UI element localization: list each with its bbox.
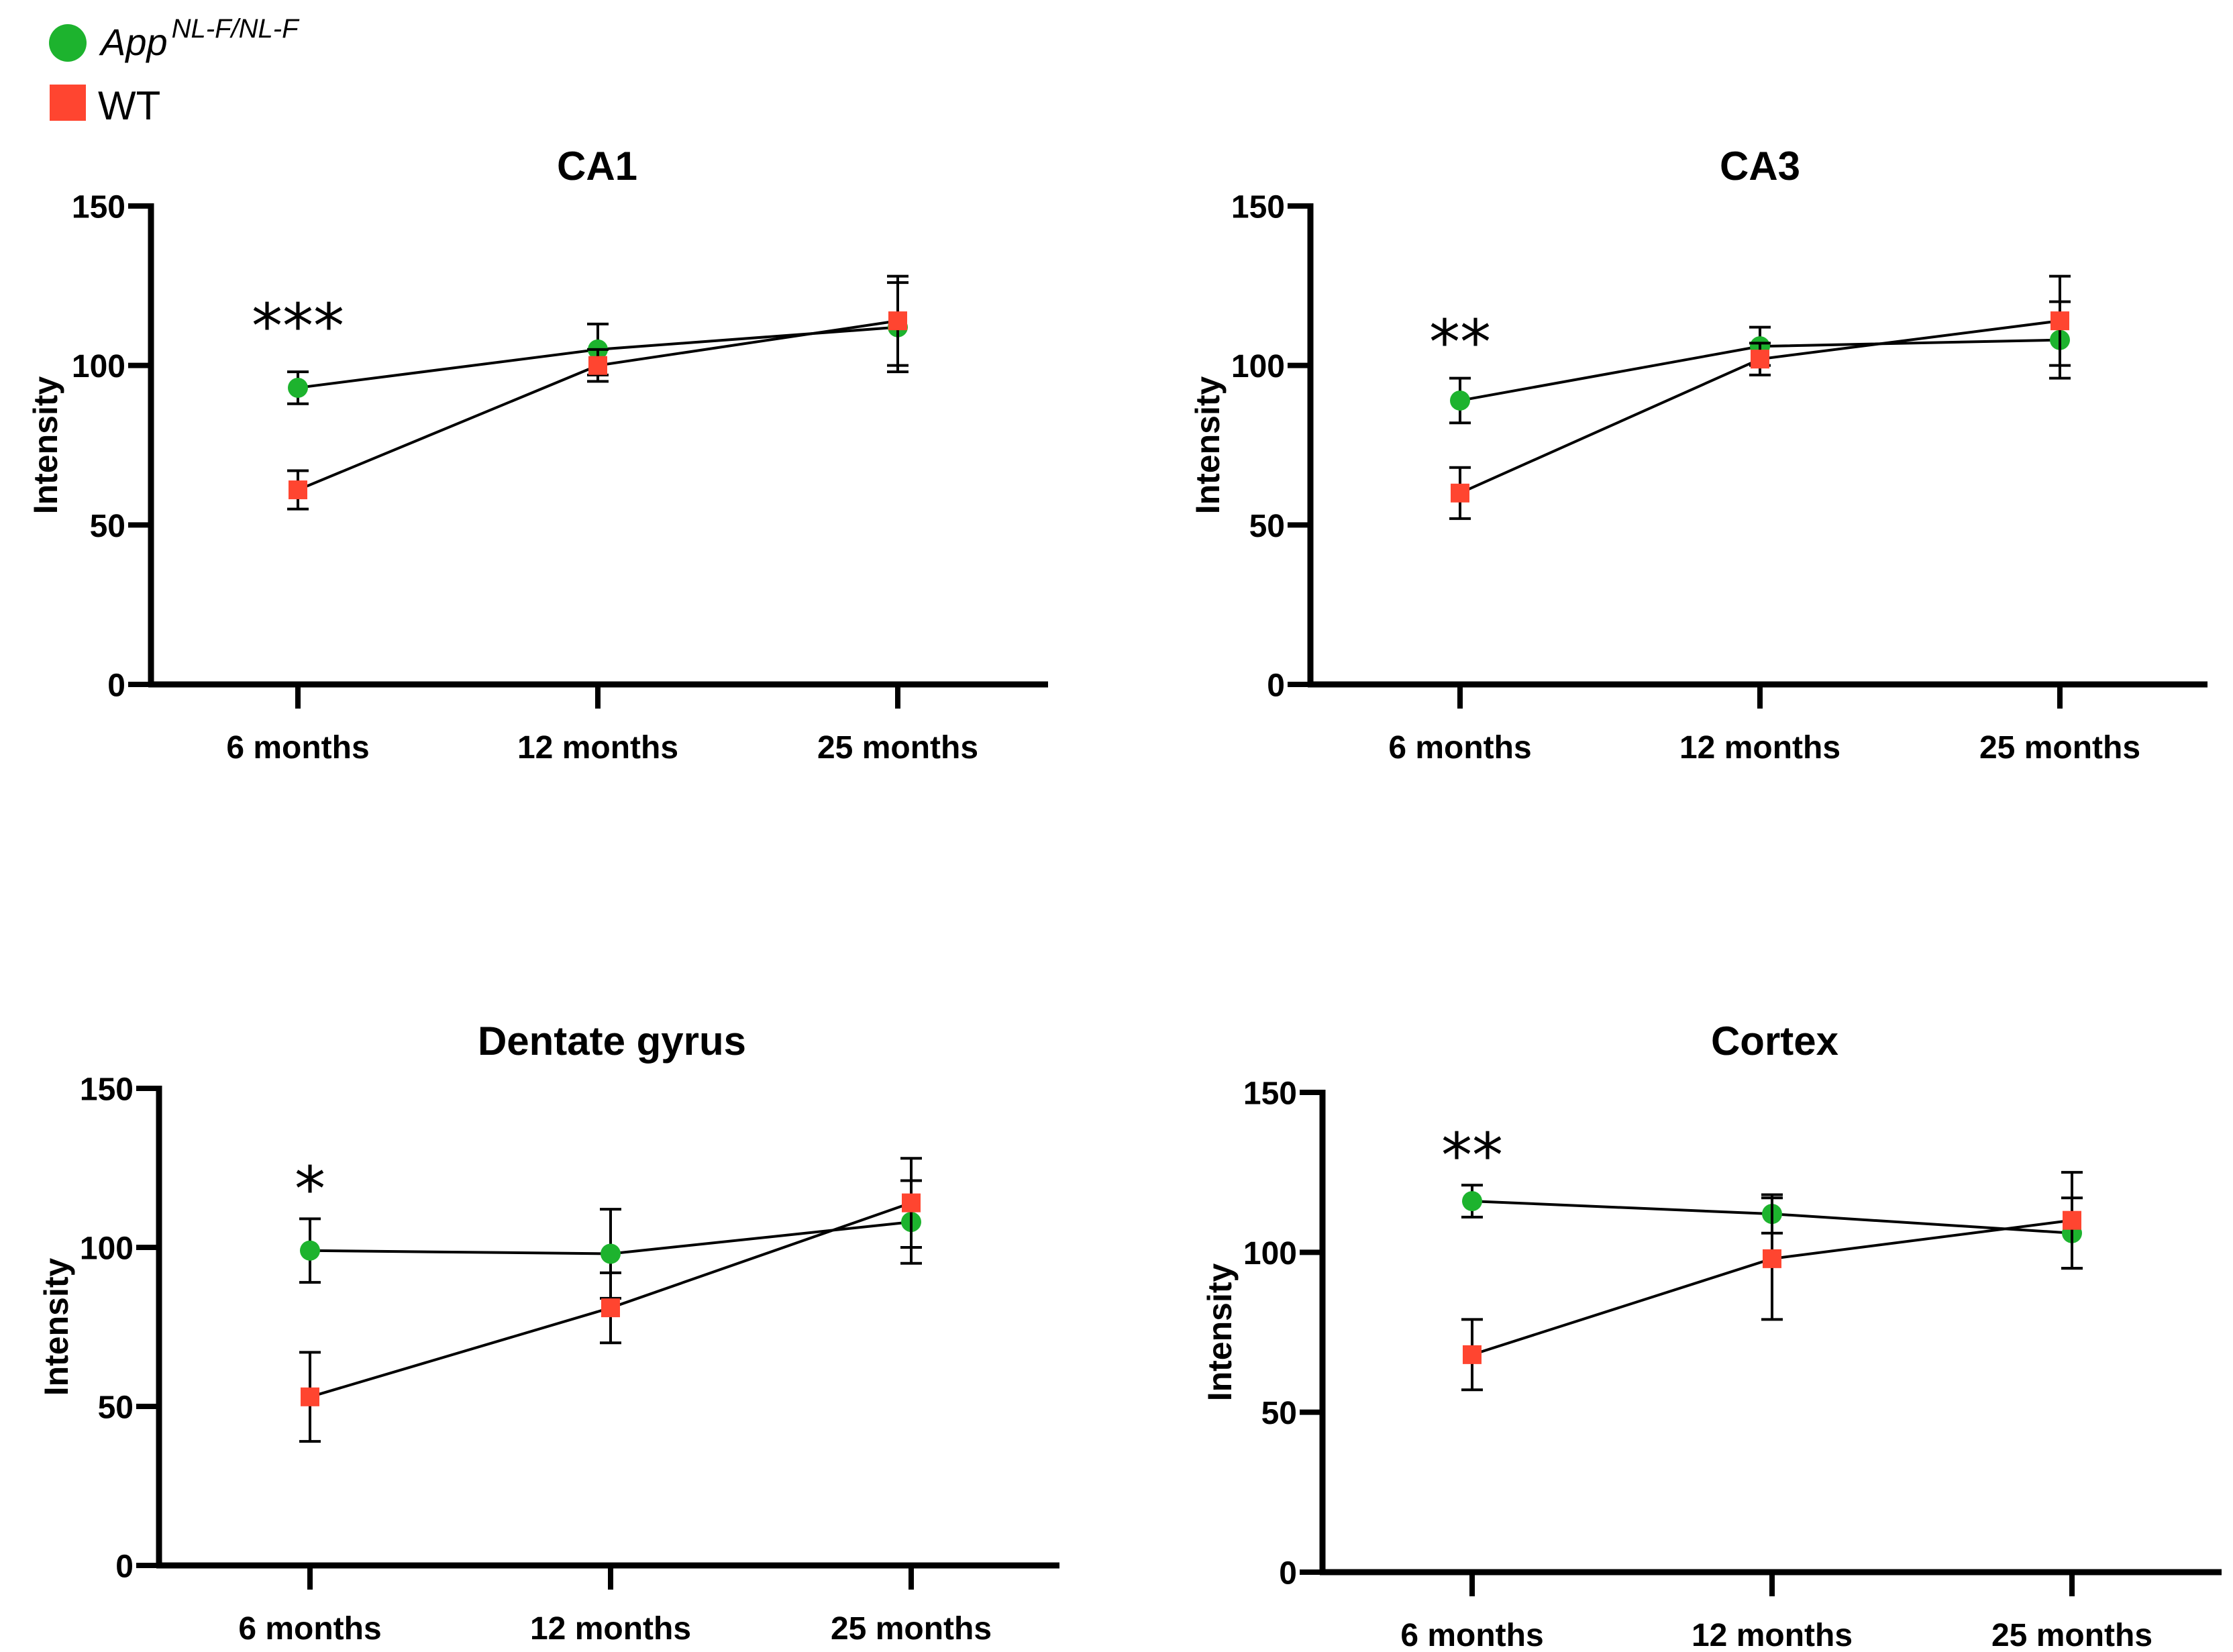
data-point-wt-12-months xyxy=(588,356,607,375)
data-point-wt-6-months xyxy=(1451,483,1469,503)
y-tick-label-50: 50 xyxy=(90,509,125,544)
data-point-wt-12-months xyxy=(601,1298,620,1318)
data-point-wt-12-months xyxy=(1751,350,1769,369)
x-tick-label-25-months: 25 months xyxy=(817,730,978,766)
legend-marker-wt xyxy=(50,85,86,121)
data-point-app-nl-f-nl-f-6-months xyxy=(288,377,308,398)
data-point-wt-25-months xyxy=(888,311,907,331)
data-point-wt-6-months xyxy=(1463,1345,1482,1364)
series-app-nl-f-nl-f xyxy=(287,281,908,405)
series-wt xyxy=(299,1157,922,1443)
x-tick-label-12-months: 12 months xyxy=(1692,1618,1853,1652)
y-tick-label-0: 0 xyxy=(115,1549,134,1585)
y-axis-label: Intensity xyxy=(1201,1263,1239,1402)
x-tick-label-6-months: 6 months xyxy=(238,1611,381,1647)
data-point-wt-25-months xyxy=(2063,1210,2081,1230)
x-tick-label-6-months: 6 months xyxy=(1400,1618,1543,1652)
panel-dentate-gyrus: Dentate gyrus Intensity 0 50 100 150 6 months 1… xyxy=(38,1019,1059,1647)
data-point-app-nl-f-nl-f-6-months xyxy=(300,1240,320,1261)
y-tick-label-0: 0 xyxy=(1279,1556,1297,1592)
data-point-wt-25-months xyxy=(902,1193,921,1212)
series-wt xyxy=(1449,274,2071,520)
y-tick-label-0: 0 xyxy=(1267,668,1285,704)
series-wt xyxy=(1461,1171,2083,1392)
data-point-wt-12-months xyxy=(1763,1249,1781,1268)
panel-title: CA3 xyxy=(1720,144,1800,189)
legend-marker-app xyxy=(49,24,87,62)
panel-cortex: Cortex Intensity 0 50 100 150 6 months 12 month… xyxy=(1201,1019,2222,1652)
y-axis-label: Intensity xyxy=(27,376,64,515)
legend-item-app: App NL-F/NL-F xyxy=(49,14,300,63)
data-point-wt-25-months xyxy=(2050,311,2069,331)
x-tick-label-12-months: 12 months xyxy=(530,1611,691,1647)
x-tick-label-25-months: 25 months xyxy=(831,1611,992,1647)
x-tick-label-12-months: 12 months xyxy=(1679,730,1840,766)
y-tick-label-100: 100 xyxy=(1243,1236,1297,1272)
x-tick-label-25-months: 25 months xyxy=(1979,730,2140,766)
y-tick-label-100: 100 xyxy=(1231,349,1285,384)
panel-title: CA1 xyxy=(557,144,637,189)
panel-title: Cortex xyxy=(1711,1019,1838,1064)
significance-label: *** xyxy=(252,291,344,362)
legend-label-wt: WT xyxy=(98,83,160,128)
series-wt xyxy=(287,274,908,511)
significance-label: ** xyxy=(1441,1120,1503,1192)
legend-item-wt: WT xyxy=(50,83,160,128)
y-tick-label-150: 150 xyxy=(80,1072,134,1108)
y-tick-label-50: 50 xyxy=(1249,509,1285,544)
data-point-app-nl-f-nl-f-6-months xyxy=(1462,1191,1482,1212)
y-tick-label-100: 100 xyxy=(72,349,125,384)
y-tick-label-150: 150 xyxy=(1243,1076,1297,1112)
y-tick-label-100: 100 xyxy=(80,1231,134,1267)
x-tick-label-12-months: 12 months xyxy=(517,730,678,766)
data-point-app-nl-f-nl-f-6-months xyxy=(1450,390,1470,411)
y-tick-label-150: 150 xyxy=(72,190,125,225)
chart-panels: CA1 Intensity 0 50 100 150 6 months 12 months 25… xyxy=(27,144,2222,1652)
y-axis-label: Intensity xyxy=(1189,376,1227,515)
data-point-wt-6-months xyxy=(301,1387,319,1406)
legend: App NL-F/NL-F WT xyxy=(49,14,300,128)
x-tick-label-25-months: 25 months xyxy=(1991,1618,2152,1652)
x-tick-label-6-months: 6 months xyxy=(226,730,369,766)
y-tick-label-150: 150 xyxy=(1231,190,1285,225)
panel-title: Dentate gyrus xyxy=(478,1019,746,1064)
data-point-wt-6-months xyxy=(289,480,307,500)
significance-label: ** xyxy=(1429,307,1491,378)
y-tick-label-0: 0 xyxy=(107,668,125,704)
significance-label: * xyxy=(295,1153,325,1225)
panel-ca3: CA3 Intensity 0 50 100 150 6 months 12 months 25… xyxy=(1189,144,2208,766)
y-tick-label-50: 50 xyxy=(1261,1396,1297,1431)
y-tick-label-50: 50 xyxy=(98,1390,134,1426)
panel-ca1: CA1 Intensity 0 50 100 150 6 months 12 months 25… xyxy=(27,144,1048,766)
x-tick-label-6-months: 6 months xyxy=(1388,730,1531,766)
data-point-app-nl-f-nl-f-12-months xyxy=(601,1243,621,1264)
y-axis-label: Intensity xyxy=(38,1258,75,1396)
legend-label-app: App NL-F/NL-F xyxy=(99,14,300,63)
